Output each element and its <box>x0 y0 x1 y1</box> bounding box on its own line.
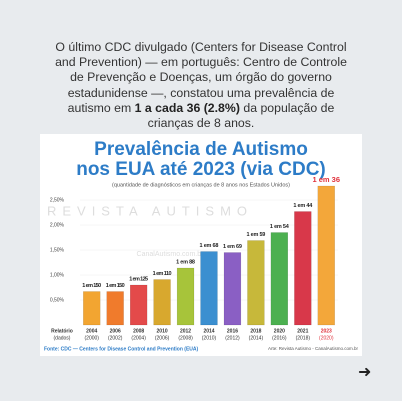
bar <box>176 267 195 326</box>
value-label: 1 em 36 <box>313 175 341 184</box>
bar <box>317 185 335 326</box>
y-tick-label: 1,00% <box>50 272 65 278</box>
value-label: 1 em 54 <box>270 224 290 230</box>
intro-after: da população de crianças de 8 anos. <box>147 100 335 131</box>
x-tick-label: 2018 <box>250 328 261 334</box>
x-tick-label: 2008 <box>133 328 144 334</box>
x-tick-sublabel: (2020) <box>319 335 334 341</box>
x-tick-sublabel: (2012) <box>225 335 240 341</box>
bar <box>153 279 171 326</box>
x-tick-label: 2004 <box>86 328 97 334</box>
value-label: 1 em 110 <box>153 271 172 277</box>
bar <box>200 251 218 326</box>
bar <box>83 291 101 326</box>
bar <box>223 252 242 326</box>
y-tick-label: 2,50% <box>50 197 65 203</box>
x-tick-sublabel: (2008) <box>178 335 193 341</box>
bar <box>106 291 124 326</box>
x-tick-label: 2023 <box>321 328 332 334</box>
x-tick-sublabel: (2018) <box>296 335 311 341</box>
bar <box>270 232 289 326</box>
value-label: 1 em 150 <box>82 283 101 289</box>
bar <box>129 284 148 326</box>
intro-highlight: 1 a cada 36 (2.8%) <box>134 100 240 115</box>
row-label: (dados) <box>54 335 71 341</box>
y-tick-label: 1,50% <box>50 247 65 253</box>
x-tick-label: 2021 <box>297 328 308 334</box>
value-label: 1 em 59 <box>246 232 265 238</box>
x-tick-label: 2016 <box>227 328 238 334</box>
watermark: REVISTA AUTISMO <box>47 203 253 218</box>
x-tick-sublabel: (2016) <box>272 335 287 341</box>
x-tick-label: 2014 <box>203 328 214 334</box>
bar <box>294 211 312 326</box>
chart-title: Prevalência de Autismo <box>94 139 308 160</box>
x-tick-label: 2020 <box>274 328 285 334</box>
value-label: 1 em 125 <box>129 276 148 282</box>
row-label: Relatório <box>51 328 73 334</box>
value-label: 1 em 88 <box>176 259 195 265</box>
chart-title: nos EUA até 2023 (via CDC) <box>76 159 326 180</box>
value-label: 1 em 44 <box>293 203 313 209</box>
x-tick-sublabel: (2004) <box>131 335 146 341</box>
x-tick-sublabel: (2000) <box>85 335 100 341</box>
intro-text: O último CDC divulgado (Centers for Dise… <box>50 40 352 131</box>
bar <box>247 240 265 326</box>
credit: Arte: Revista Autismo - CanalAutismo.com… <box>268 346 359 351</box>
x-tick-sublabel: (2014) <box>249 335 264 341</box>
x-tick-sublabel: (2002) <box>108 335 123 341</box>
x-tick-label: 2010 <box>157 328 168 334</box>
y-tick-label: 0,50% <box>50 297 65 303</box>
x-tick-label: 2012 <box>180 328 191 334</box>
x-tick-label: 2006 <box>110 328 121 334</box>
next-arrow[interactable]: ➜ <box>358 364 372 381</box>
watermark: CanalAutismo.com.br <box>137 251 205 258</box>
chart-subtitle: (quantidade de diagnósticos em crianças … <box>112 182 290 188</box>
intro-before: O último CDC divulgado (Centers for Dise… <box>55 40 347 115</box>
y-tick-label: 2,00% <box>50 222 65 228</box>
source: Fonte: CDC — Centers for Disease Control… <box>44 346 199 352</box>
value-label: 1 em 150 <box>106 283 125 289</box>
x-tick-sublabel: (2006) <box>155 335 170 341</box>
value-label: 1 em 68 <box>200 243 219 249</box>
x-tick-sublabel: (2010) <box>202 335 217 341</box>
value-label: 1 em 69 <box>223 244 242 250</box>
